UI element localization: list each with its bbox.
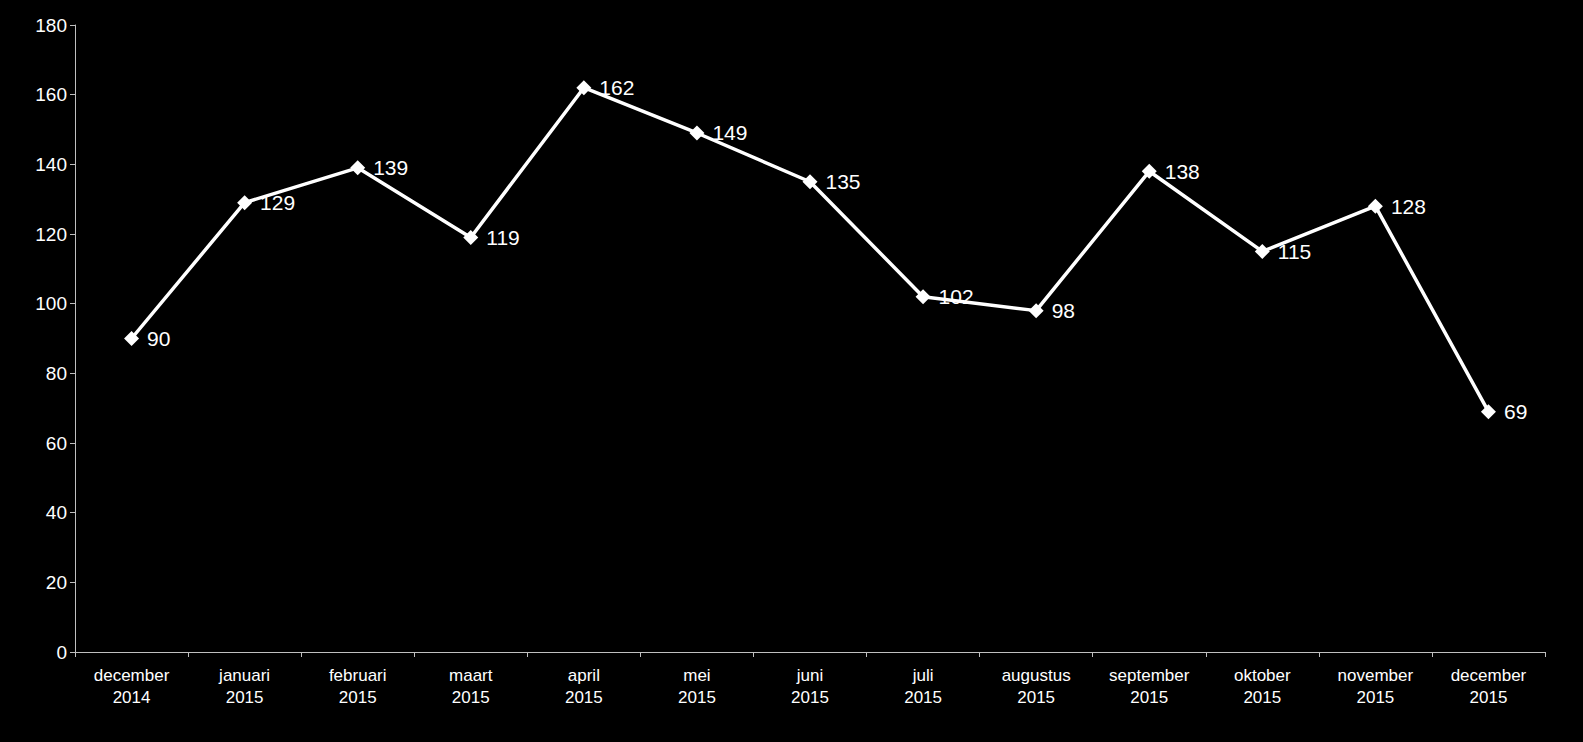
svg-text:40: 40 (46, 502, 67, 523)
svg-text:90: 90 (147, 327, 170, 350)
svg-text:139: 139 (373, 156, 408, 179)
svg-text:120: 120 (35, 224, 67, 245)
svg-text:2015: 2015 (1130, 688, 1168, 707)
svg-text:98: 98 (1052, 299, 1075, 322)
svg-text:juli: juli (912, 666, 934, 685)
svg-text:2015: 2015 (678, 688, 716, 707)
svg-text:149: 149 (712, 121, 747, 144)
svg-text:115: 115 (1278, 240, 1311, 263)
svg-text:80: 80 (46, 363, 67, 384)
svg-text:oktober: oktober (1234, 666, 1291, 685)
svg-text:juni: juni (796, 666, 823, 685)
svg-text:2015: 2015 (1470, 688, 1508, 707)
svg-text:februari: februari (329, 666, 387, 685)
svg-text:140: 140 (35, 154, 67, 175)
svg-text:2014: 2014 (113, 688, 151, 707)
svg-text:135: 135 (826, 170, 861, 193)
svg-text:2015: 2015 (565, 688, 603, 707)
svg-text:december: december (94, 666, 170, 685)
svg-text:20: 20 (46, 572, 67, 593)
svg-text:2015: 2015 (904, 688, 942, 707)
svg-text:2015: 2015 (339, 688, 377, 707)
svg-text:0: 0 (56, 642, 67, 663)
svg-text:maart: maart (449, 666, 493, 685)
svg-text:2015: 2015 (1017, 688, 1055, 707)
svg-text:160: 160 (35, 84, 67, 105)
svg-text:60: 60 (46, 433, 67, 454)
svg-text:162: 162 (599, 76, 634, 99)
svg-text:2015: 2015 (1243, 688, 1281, 707)
svg-text:2015: 2015 (1356, 688, 1394, 707)
svg-text:180: 180 (35, 15, 67, 36)
svg-text:november: november (1338, 666, 1414, 685)
svg-text:mei: mei (683, 666, 710, 685)
svg-text:2015: 2015 (452, 688, 490, 707)
svg-text:102: 102 (939, 285, 974, 308)
svg-text:augustus: augustus (1002, 666, 1071, 685)
svg-text:januari: januari (218, 666, 270, 685)
svg-text:april: april (568, 666, 600, 685)
svg-text:december: december (1451, 666, 1527, 685)
svg-text:129: 129 (260, 191, 295, 214)
svg-text:100: 100 (35, 293, 67, 314)
svg-text:69: 69 (1504, 400, 1527, 423)
svg-text:128: 128 (1391, 195, 1426, 218)
svg-text:2015: 2015 (791, 688, 829, 707)
svg-text:119: 119 (486, 226, 519, 249)
svg-text:september: september (1109, 666, 1190, 685)
svg-text:2015: 2015 (226, 688, 264, 707)
svg-text:138: 138 (1165, 160, 1200, 183)
